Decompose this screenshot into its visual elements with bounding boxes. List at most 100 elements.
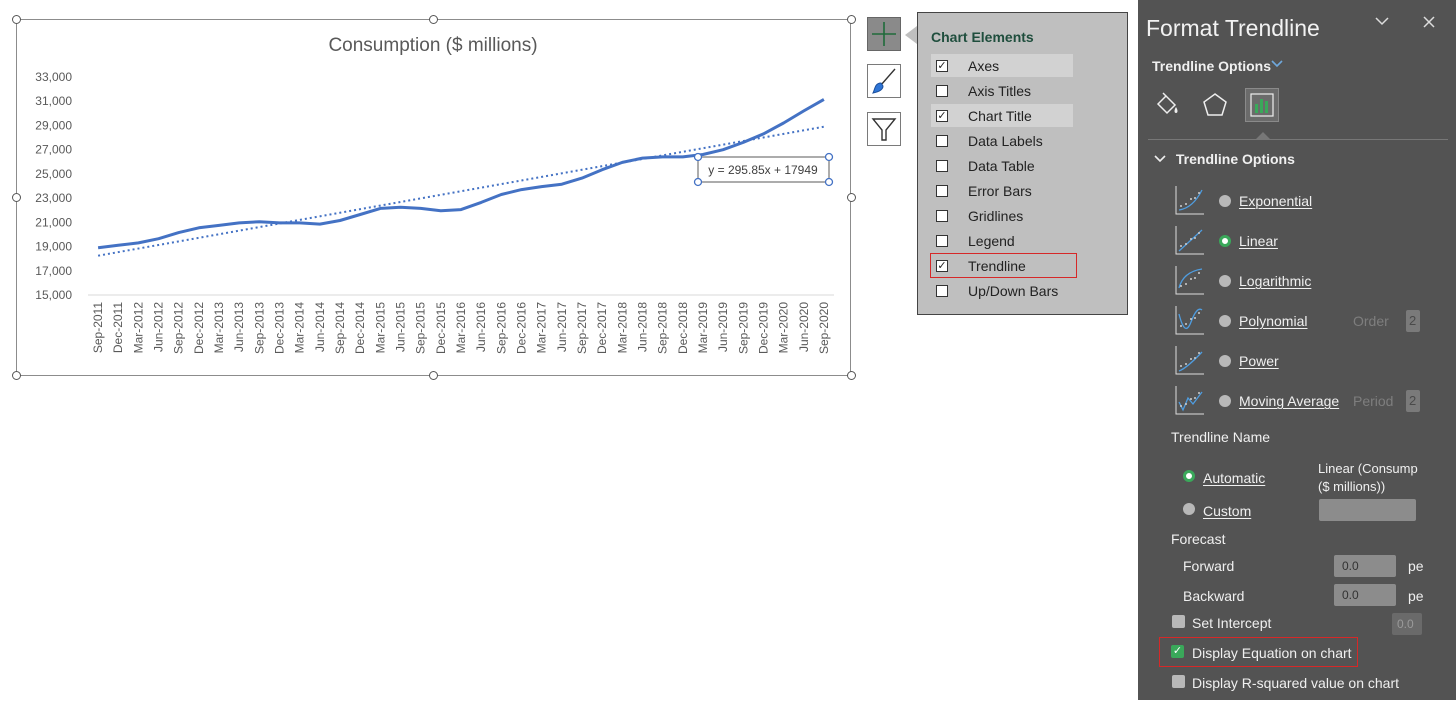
x-tick-label: Jun-2012 (152, 302, 166, 352)
y-axis[interactable]: 15,000 17,000 19,000 21,000 23,000 25,000 27,0… (35, 70, 72, 302)
resize-handle-top[interactable] (429, 15, 438, 24)
exponential-radio[interactable] (1219, 195, 1231, 207)
chart-area[interactable] (16, 19, 851, 376)
moving-average-param-input[interactable]: 2 (1406, 390, 1420, 412)
backward-unit: pe (1408, 588, 1424, 604)
checkbox[interactable]: ✓ (936, 109, 948, 122)
moving-average-radio[interactable] (1219, 395, 1231, 407)
resize-handle-right[interactable] (847, 193, 856, 202)
popup-title: Chart Elements (931, 29, 1034, 45)
power-label[interactable]: Power (1239, 353, 1279, 369)
set-intercept-input[interactable]: 0.0 (1392, 613, 1422, 635)
pane-close-button[interactable] (1422, 13, 1436, 34)
chart-element-data-labels[interactable]: Data Labels (931, 129, 1073, 152)
backward-label: Backward (1183, 588, 1245, 604)
x-tick-label: Dec-2018 (676, 302, 690, 354)
resize-handle-bottom-left[interactable] (12, 371, 21, 380)
x-tick-label: Dec-2011 (111, 302, 125, 353)
tab-trendline-options[interactable] (1245, 88, 1279, 122)
forecast-label: Forecast (1171, 531, 1226, 547)
x-tick-label: Mar-2020 (777, 302, 791, 354)
logarithmic-radio[interactable] (1219, 275, 1231, 287)
linear-label[interactable]: Linear (1239, 233, 1278, 249)
chevron-down-icon (1375, 17, 1389, 26)
logarithmic-label[interactable]: Logarithmic (1239, 273, 1312, 289)
chart-element-label: Data Labels (968, 132, 1043, 149)
backward-input[interactable]: 0.0 (1334, 584, 1396, 606)
automatic-name-value-2: ($ millions)) (1318, 479, 1386, 494)
chart-element-legend[interactable]: Legend (931, 229, 1073, 252)
checkbox[interactable] (936, 284, 948, 297)
checkbox[interactable] (936, 134, 948, 147)
display-equation-label[interactable]: Display Equation on chart (1192, 645, 1352, 661)
linear-radio[interactable] (1219, 235, 1231, 247)
display-rsquared-label[interactable]: Display R-squared value on chart (1192, 675, 1399, 691)
forward-unit: pe (1408, 558, 1424, 574)
x-tick-label: Jun-2020 (797, 302, 811, 352)
chart-elements-button[interactable] (867, 17, 901, 51)
pane-options-dropdown-arrow[interactable] (1271, 56, 1283, 71)
series-line[interactable] (97, 98, 825, 250)
chart-element-up-down-bars[interactable]: Up/Down Bars (931, 279, 1073, 302)
checkbox[interactable] (936, 209, 948, 222)
display-rsquared-checkbox[interactable] (1172, 675, 1185, 688)
polynomial-param-input[interactable]: 2 (1406, 310, 1420, 332)
automatic-name-value: Linear (Consump (1318, 461, 1418, 476)
checkbox[interactable] (936, 234, 948, 247)
x-tick-label: Dec-2019 (756, 302, 770, 354)
x-tick-label: Jun-2013 (232, 302, 246, 352)
set-intercept-label[interactable]: Set Intercept (1192, 615, 1272, 631)
power-radio[interactable] (1219, 355, 1231, 367)
polynomial-label[interactable]: Polynomial (1239, 313, 1308, 329)
automatic-radio[interactable] (1183, 470, 1195, 482)
chart-title[interactable]: Consumption ($ millions) (328, 35, 537, 56)
x-tick-label: Mar-2013 (212, 302, 226, 354)
custom-name-input[interactable] (1319, 499, 1416, 521)
trendline-equation: y = 295.85x + 17949 (708, 163, 818, 177)
chart-element-gridlines[interactable]: Gridlines (931, 204, 1073, 227)
resize-handle-top-right[interactable] (847, 15, 856, 24)
x-tick-label: Sep-2015 (414, 302, 428, 354)
resize-handle-bottom-right[interactable] (847, 371, 856, 380)
line-chart[interactable]: Consumption ($ millions) 15,000 17,000 19,… (0, 0, 860, 385)
x-axis[interactable]: Sep-2011 Dec-2011 Mar-2012 Jun-2012 Sep-2012… (91, 302, 831, 354)
display-equation-checkbox[interactable]: ✓ (1171, 645, 1184, 658)
chart-element-chart-title[interactable]: ✓ Chart Title (931, 104, 1073, 127)
pane-options-dropdown[interactable]: Trendline Options (1152, 58, 1272, 74)
chart-element-axis-titles[interactable]: Axis Titles (931, 79, 1073, 102)
checkbox[interactable] (936, 84, 948, 97)
checkbox[interactable]: ✓ (936, 59, 948, 72)
automatic-label[interactable]: Automatic (1203, 470, 1266, 486)
checkbox[interactable] (936, 159, 948, 172)
moving-average-label[interactable]: Moving Average (1239, 393, 1340, 409)
resize-handle-left[interactable] (12, 193, 21, 202)
resize-handle-top-left[interactable] (12, 15, 21, 24)
chart-element-data-table[interactable]: Data Table (931, 154, 1073, 177)
x-tick-label: Sep-2017 (575, 302, 589, 354)
tab-fill-line[interactable] (1150, 88, 1184, 122)
x-tick-label: Sep-2018 (656, 302, 670, 354)
x-tick-label: Mar-2016 (454, 302, 468, 354)
custom-label[interactable]: Custom (1203, 503, 1252, 519)
section-trendline-options[interactable]: Trendline Options (1154, 151, 1295, 167)
chart-element-trendline[interactable]: ✓ Trendline (930, 253, 1077, 278)
set-intercept-checkbox[interactable] (1172, 615, 1185, 628)
y-tick-label: 33,000 (35, 70, 72, 84)
pane-options-chevron[interactable] (1374, 14, 1390, 32)
checkbox[interactable] (936, 184, 948, 197)
tab-effects[interactable] (1198, 88, 1232, 122)
trendline-equation-box[interactable]: y = 295.85x + 17949 (693, 152, 834, 187)
resize-handle-bottom[interactable] (429, 371, 438, 380)
polynomial-radio[interactable] (1219, 315, 1231, 327)
chart-element-error-bars[interactable]: Error Bars (931, 179, 1073, 202)
chart-element-axes[interactable]: ✓ Axes (931, 54, 1073, 77)
forward-input[interactable]: 0.0 (1334, 555, 1396, 577)
custom-radio[interactable] (1183, 503, 1195, 515)
checkbox[interactable]: ✓ (936, 259, 948, 272)
chart-filters-button[interactable] (867, 112, 901, 146)
exponential-label[interactable]: Exponential (1239, 193, 1313, 209)
chart-styles-button[interactable] (867, 64, 901, 98)
trendline[interactable] (97, 125, 825, 257)
plus-icon (872, 22, 896, 46)
section-label: Trendline Options (1175, 151, 1295, 167)
